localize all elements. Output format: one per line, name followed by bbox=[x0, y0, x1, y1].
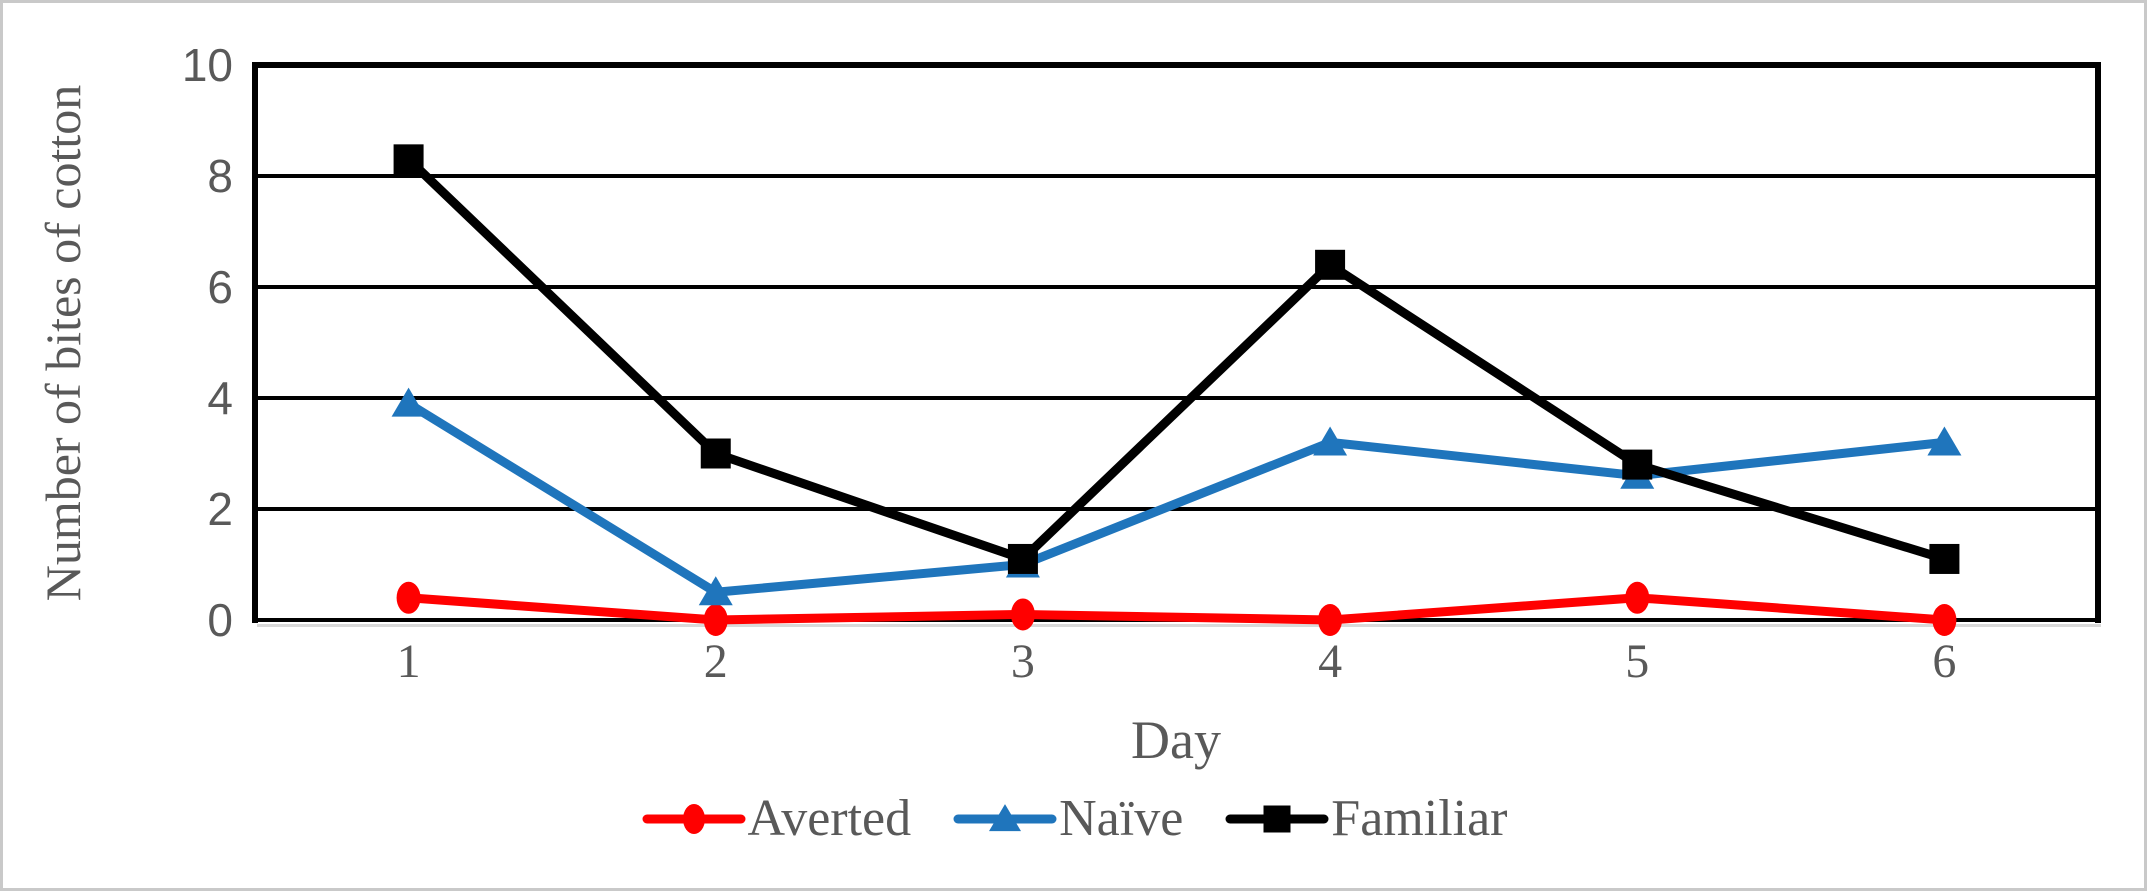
marker-square-familiar bbox=[700, 438, 731, 469]
marker-triangle-naïve bbox=[391, 387, 426, 417]
legend: Averted Naïve Familiar bbox=[3, 789, 2144, 849]
y-tick-label: 0 bbox=[207, 594, 233, 646]
marker-square-familiar bbox=[393, 144, 424, 175]
x-axis-title: Day bbox=[1131, 710, 1221, 770]
marker-circle-averted bbox=[1932, 604, 1957, 636]
series-line-averted bbox=[404, 593, 1949, 625]
series-plot-layer bbox=[391, 144, 1962, 636]
x-tick-label: 3 bbox=[1010, 635, 1035, 688]
x-tick-label: 6 bbox=[1932, 635, 1957, 688]
marker-circle-averted bbox=[396, 581, 421, 614]
y-axis-title: Number of bites of cotton bbox=[35, 84, 91, 602]
x-axis-shadow-line bbox=[257, 624, 2101, 627]
gridline bbox=[255, 174, 2098, 178]
marker-square-familiar bbox=[1929, 543, 1960, 574]
legend-label: Familiar bbox=[1331, 790, 1508, 847]
gridline bbox=[255, 285, 2098, 289]
legend-marker-circle bbox=[642, 804, 745, 834]
marker-circle-averted bbox=[1625, 581, 1650, 614]
plot-border-left bbox=[252, 62, 258, 623]
x-tick-label: 1 bbox=[396, 635, 421, 688]
y-tick-label: 2 bbox=[207, 483, 233, 535]
marker-square-familiar bbox=[1622, 449, 1653, 480]
x-tick-label: 5 bbox=[1625, 635, 1650, 688]
y-tick-label: 10 bbox=[181, 39, 233, 91]
legend-marker-square bbox=[1225, 805, 1329, 833]
x-tick-label: 4 bbox=[1318, 635, 1343, 688]
y-tick-label: 4 bbox=[207, 372, 233, 424]
legend-item-familiar: Familiar bbox=[1225, 790, 1508, 848]
marker-square-familiar bbox=[1315, 249, 1346, 280]
gridline bbox=[255, 396, 2098, 400]
legend-marker-triangle bbox=[953, 804, 1057, 832]
plot-border-right bbox=[2095, 62, 2101, 623]
legend-label: Averted bbox=[747, 790, 912, 847]
marker-triangle-naïve bbox=[1313, 426, 1348, 456]
y-tick-label: 8 bbox=[207, 150, 233, 202]
gridline bbox=[255, 507, 2098, 511]
x-tick-label: 2 bbox=[703, 635, 728, 688]
marker-square-familiar bbox=[1007, 543, 1038, 574]
y-tick-label: 6 bbox=[207, 261, 233, 313]
legend-item-naïve: Naïve bbox=[953, 790, 1184, 848]
marker-circle-averted bbox=[1010, 598, 1035, 631]
legend-label: Naïve bbox=[1059, 790, 1184, 847]
marker-triangle-naïve bbox=[1927, 426, 1962, 456]
marker-circle-averted bbox=[703, 604, 728, 636]
marker-circle-averted bbox=[1318, 604, 1343, 636]
legend-item-averted: Averted bbox=[642, 790, 912, 848]
plot-border-top bbox=[252, 62, 2101, 68]
series-line-naïve bbox=[404, 399, 1949, 597]
series-line-familiar bbox=[404, 154, 1949, 564]
marker-triangle-naïve bbox=[698, 576, 733, 606]
